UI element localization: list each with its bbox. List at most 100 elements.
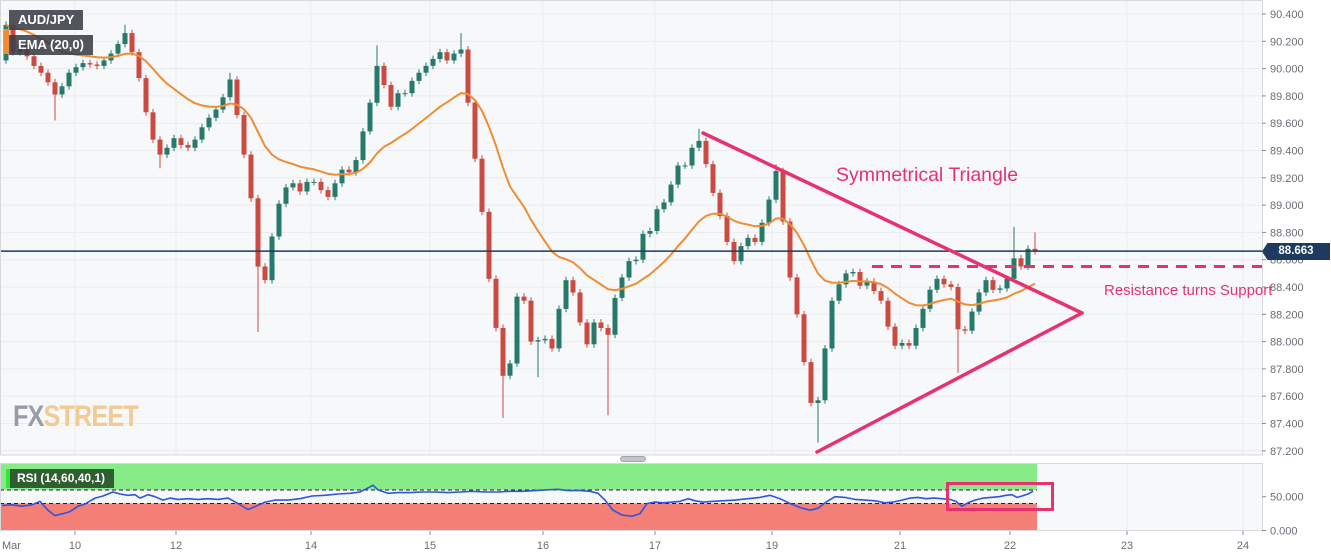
candle-body [493, 278, 499, 328]
candle-body [1018, 258, 1024, 267]
candle-body [290, 183, 296, 188]
candle-body [773, 171, 779, 200]
candle-body [850, 272, 856, 274]
candle-body [738, 246, 744, 262]
candle-body [73, 67, 79, 73]
candle-body [31, 56, 37, 66]
candle-body [514, 296, 520, 364]
candle-body [332, 183, 338, 197]
candle-body [353, 160, 359, 173]
candle-body [535, 340, 541, 342]
price-tick-label: 90.000 [1270, 64, 1304, 76]
candle-body [661, 202, 667, 210]
candle-body [521, 296, 527, 301]
candle-body [899, 343, 905, 346]
candle-body [381, 65, 387, 85]
candle-body [45, 72, 51, 83]
candle-body [339, 169, 345, 184]
candle-body [38, 65, 44, 73]
triangle-lower-trendline [815, 311, 1084, 454]
candle-body [1011, 258, 1017, 279]
candle-body [941, 278, 947, 285]
price-tick-label: 87.800 [1270, 364, 1304, 376]
candle-body [423, 65, 429, 73]
price-tick-label: 89.600 [1270, 118, 1304, 130]
candle-body [668, 184, 674, 203]
candle-body [185, 145, 191, 148]
candle-body [654, 209, 660, 231]
candle-body [367, 102, 373, 132]
candle-body [528, 300, 534, 342]
candle-body [66, 72, 72, 87]
candle-body [703, 140, 709, 165]
candle-body [255, 198, 261, 267]
candle-body [52, 82, 58, 95]
time-tick-label: 15 [424, 540, 436, 552]
candle-body [171, 138, 177, 148]
candle-body [563, 280, 569, 309]
candle-body [213, 109, 219, 118]
price-tick-label: 88.400 [1270, 282, 1304, 294]
rsi-legend-label: RSI (14,60,40,1) [17, 471, 106, 485]
candle-body [766, 199, 772, 223]
candle-body [682, 165, 688, 167]
candle-body [843, 273, 849, 285]
candle-body [241, 115, 247, 155]
candle-body [612, 297, 618, 335]
candle-body [591, 322, 597, 345]
time-tick-label: 17 [649, 540, 661, 552]
candle-body [94, 64, 100, 66]
time-tick-label: 21 [894, 540, 906, 552]
candle-body [626, 261, 632, 278]
candle-body [556, 308, 562, 349]
candle-body [297, 183, 303, 192]
candle-body [577, 292, 583, 323]
candle-body [619, 277, 625, 298]
candle-body [262, 266, 268, 281]
candle-body [598, 322, 604, 328]
rsi-legend[interactable]: RSI (14,60,40,1) [6, 469, 115, 488]
candle-body [325, 190, 331, 197]
price-tick-label: 89.800 [1270, 91, 1304, 103]
symbol-legend[interactable]: AUD/JPY [9, 10, 84, 30]
ema-legend[interactable]: EMA (20,0) [9, 35, 93, 55]
candle-body [542, 338, 548, 341]
price-tick-label: 89.000 [1270, 200, 1304, 212]
candle-body [402, 93, 408, 95]
candle-body [906, 343, 912, 346]
time-tick-label: 10 [69, 540, 81, 552]
price-tick-label: 88.200 [1270, 309, 1304, 321]
main-pane-bg [0, 0, 1262, 455]
candle-body [199, 127, 205, 140]
candle-body [759, 222, 765, 242]
candle-body [962, 329, 968, 331]
candle-body [409, 80, 415, 94]
candle-body [388, 85, 394, 107]
price-tick-label: 90.400 [1270, 9, 1304, 21]
candle-body [1032, 248, 1038, 252]
price-tick-label: 88.800 [1270, 227, 1304, 239]
time-tick-label: 24 [1237, 540, 1249, 552]
candle-body [997, 288, 1003, 290]
candle-body [472, 102, 478, 159]
candle-body [87, 63, 93, 65]
last-price-badge: 88.663 [1262, 243, 1330, 260]
candle-body [605, 328, 611, 335]
rsi-tick-label: 0.000 [1270, 526, 1298, 538]
candle-body [934, 278, 940, 290]
candle-body [955, 287, 961, 330]
pane-divider-handle[interactable] [620, 456, 646, 462]
candle-body [801, 314, 807, 363]
candle-body [794, 277, 800, 315]
candle-body [304, 181, 310, 192]
rsi-line [1, 484, 1034, 518]
watermark-street: STREET [43, 400, 139, 433]
candle-body [136, 52, 142, 79]
candle-body [640, 233, 646, 260]
candle-body [269, 236, 275, 281]
rsi-highlight-box [946, 482, 1054, 511]
candle-body [871, 281, 877, 292]
candle-body [549, 338, 555, 349]
candle-body [878, 291, 884, 301]
